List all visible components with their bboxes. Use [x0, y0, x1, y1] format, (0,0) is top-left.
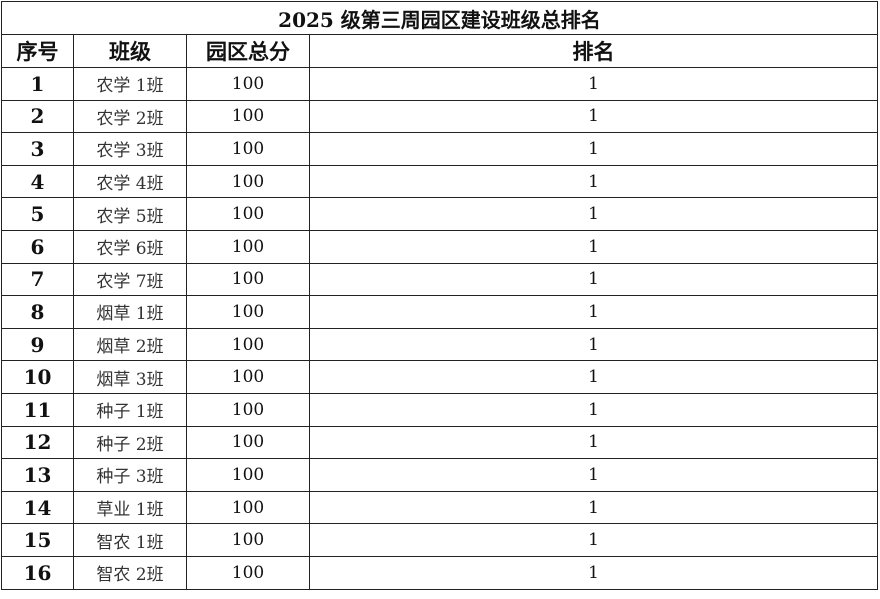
row-score: 100 [186, 490, 310, 525]
row-rank: 1 [309, 132, 878, 166]
row-score: 100 [186, 555, 310, 590]
row-score: 100 [186, 295, 310, 329]
row-rank: 1 [309, 164, 878, 199]
table-row: 4 农学 4班 100 1 [1, 164, 878, 199]
row-index: 2 [1, 99, 74, 134]
row-class: 种子 3班 [73, 458, 187, 492]
table-row: 5 农学 5班 100 1 [1, 197, 878, 231]
row-class: 农学 3班 [73, 132, 187, 166]
row-rank: 1 [309, 490, 878, 525]
row-rank: 1 [309, 523, 878, 557]
row-score: 100 [186, 99, 310, 134]
table-row: 12 种子 2班 100 1 [1, 425, 878, 460]
row-class: 烟草 2班 [73, 327, 187, 362]
row-class: 种子 2班 [73, 425, 187, 460]
row-class: 农学 7班 [73, 262, 187, 297]
row-index: 7 [1, 262, 74, 297]
row-index: 16 [1, 555, 74, 590]
row-score: 100 [186, 132, 310, 166]
row-rank: 1 [309, 295, 878, 329]
row-score: 100 [186, 229, 310, 264]
row-rank: 1 [309, 262, 878, 297]
row-index: 15 [1, 523, 74, 557]
row-index: 5 [1, 197, 74, 231]
header-class: 班级 [73, 34, 187, 68]
row-rank: 1 [309, 327, 878, 362]
table-row: 2 农学 2班 100 1 [1, 99, 878, 134]
row-class: 烟草 3班 [73, 360, 187, 394]
row-rank: 1 [309, 425, 878, 460]
row-score: 100 [186, 67, 310, 101]
row-score: 100 [186, 392, 310, 427]
row-class: 草业 1班 [73, 490, 187, 525]
row-class: 智农 2班 [73, 555, 187, 590]
table-row: 10 烟草 3班 100 1 [1, 360, 878, 394]
table-row: 16 智农 2班 100 1 [1, 555, 878, 590]
table-row: 11 种子 1班 100 1 [1, 392, 878, 427]
row-index: 12 [1, 425, 74, 460]
table-row: 9 烟草 2班 100 1 [1, 327, 878, 362]
header-rank: 排名 [309, 34, 878, 68]
ranking-table: 2025 级第三周园区建设班级总排名 序号 班级 园区总分 排名 1 农学 1班 1… [1, 1, 878, 590]
row-score: 100 [186, 425, 310, 460]
row-rank: 1 [309, 458, 878, 492]
row-index: 8 [1, 295, 74, 329]
table-row: 1 农学 1班 100 1 [1, 67, 878, 101]
row-rank: 1 [309, 229, 878, 264]
row-rank: 1 [309, 360, 878, 394]
header-score: 园区总分 [186, 34, 310, 68]
row-rank: 1 [309, 67, 878, 101]
row-score: 100 [186, 262, 310, 297]
row-rank: 1 [309, 197, 878, 231]
title-row: 2025 级第三周园区建设班级总排名 [1, 1, 878, 35]
row-index: 14 [1, 490, 74, 525]
row-score: 100 [186, 360, 310, 394]
table-title: 2025 级第三周园区建设班级总排名 [1, 1, 878, 35]
row-class: 农学 4班 [73, 164, 187, 199]
row-score: 100 [186, 523, 310, 557]
row-score: 100 [186, 197, 310, 231]
row-rank: 1 [309, 555, 878, 590]
row-score: 100 [186, 164, 310, 199]
table-row: 14 草业 1班 100 1 [1, 490, 878, 525]
row-class: 农学 2班 [73, 99, 187, 134]
row-rank: 1 [309, 99, 878, 134]
table-row: 13 种子 3班 100 1 [1, 458, 878, 492]
row-index: 10 [1, 360, 74, 394]
row-rank: 1 [309, 392, 878, 427]
row-index: 11 [1, 392, 74, 427]
header-row: 序号 班级 园区总分 排名 [1, 34, 878, 68]
row-score: 100 [186, 327, 310, 362]
header-index: 序号 [1, 34, 74, 68]
row-class: 农学 5班 [73, 197, 187, 231]
row-score: 100 [186, 458, 310, 492]
row-index: 4 [1, 164, 74, 199]
row-index: 1 [1, 67, 74, 101]
row-class: 农学 6班 [73, 229, 187, 264]
row-index: 3 [1, 132, 74, 166]
row-class: 烟草 1班 [73, 295, 187, 329]
row-index: 13 [1, 458, 74, 492]
table-row: 6 农学 6班 100 1 [1, 229, 878, 264]
row-class: 农学 1班 [73, 67, 187, 101]
row-class: 种子 1班 [73, 392, 187, 427]
table-row: 8 烟草 1班 100 1 [1, 295, 878, 329]
table-row: 3 农学 3班 100 1 [1, 132, 878, 166]
row-class: 智农 1班 [73, 523, 187, 557]
table-row: 7 农学 7班 100 1 [1, 262, 878, 297]
table-row: 15 智农 1班 100 1 [1, 523, 878, 557]
row-index: 6 [1, 229, 74, 264]
row-index: 9 [1, 327, 74, 362]
